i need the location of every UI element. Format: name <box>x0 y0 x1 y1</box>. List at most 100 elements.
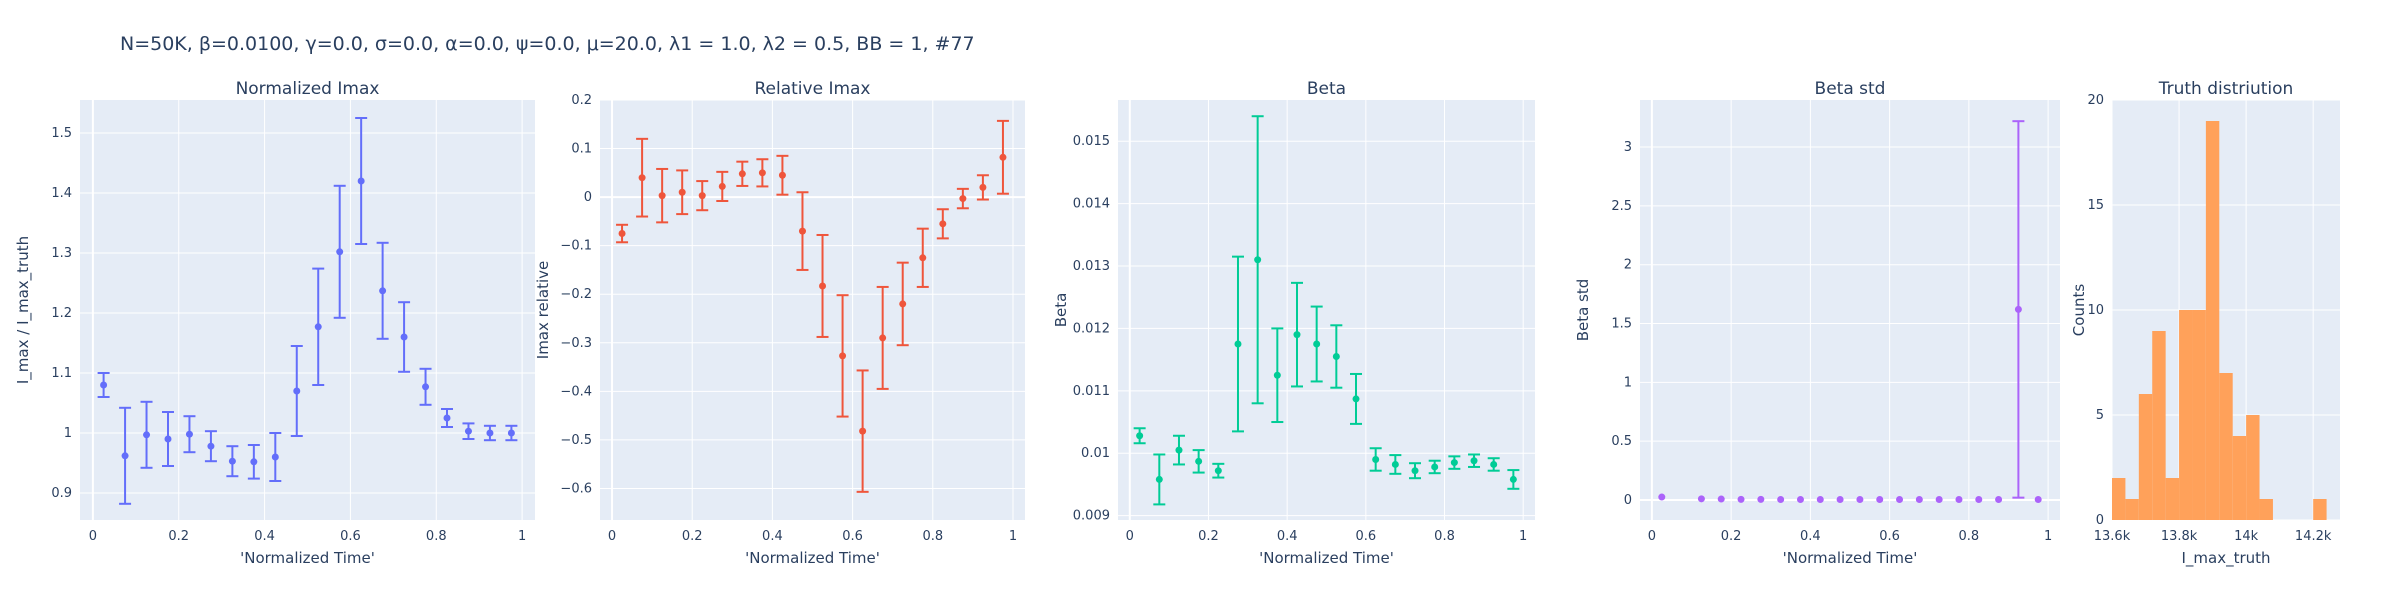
x-tick-label: 0.8 <box>1434 529 1455 544</box>
data-point <box>1509 475 1517 483</box>
subplot-title: Truth distriution <box>2158 79 2294 99</box>
x-tick-label: 0.4 <box>1800 529 1821 544</box>
data-point <box>164 435 172 443</box>
histogram-bar <box>2313 499 2327 520</box>
data-point <box>1313 340 1321 348</box>
x-tick-label: 0.4 <box>1277 529 1298 544</box>
data-point <box>1155 475 1163 483</box>
histogram-bar <box>2192 310 2206 520</box>
histogram-bar <box>2259 499 2273 520</box>
y-tick-label: 0 <box>2096 513 2104 528</box>
data-point <box>1975 496 1983 504</box>
data-point <box>979 183 987 191</box>
histogram-bar <box>2138 394 2153 520</box>
data-point <box>2014 305 2022 313</box>
x-tick-label: 0.6 <box>842 529 863 544</box>
data-point <box>1234 340 1242 348</box>
x-tick-label: 0.2 <box>1198 529 1219 544</box>
data-point <box>999 153 1007 161</box>
data-point <box>1697 495 1705 503</box>
y-tick-label: 0.2 <box>571 93 592 108</box>
y-tick-label: 0.9 <box>51 486 72 501</box>
y-tick-label: 0.009 <box>1073 509 1110 524</box>
y-tick-label: 1.1 <box>51 366 72 381</box>
histogram-bar <box>2125 499 2139 520</box>
data-point <box>143 431 151 439</box>
data-point <box>357 177 365 185</box>
x-axis-label: 'Normalized Time' <box>745 549 880 567</box>
data-point <box>879 334 887 342</box>
data-point <box>486 429 494 437</box>
data-point <box>1757 495 1765 503</box>
histogram-bar <box>2219 373 2233 520</box>
x-tick-label: 13.6k <box>2094 529 2131 544</box>
data-point <box>899 300 907 308</box>
data-point <box>778 171 786 179</box>
x-tick-label: 14.2k <box>2295 529 2332 544</box>
y-tick-label: 15 <box>2087 198 2104 213</box>
data-point <box>1254 256 1262 264</box>
x-axis-label: I_max_truth <box>2181 549 2270 568</box>
y-axis-label: Beta std <box>1574 279 1592 342</box>
data-point <box>336 248 344 256</box>
y-tick-label: 0 <box>1624 493 1632 508</box>
data-point <box>1195 457 1203 465</box>
subplot-1: −0.6 −0.5 −0.4 −0.3 −0.2 −0.1 0 0.1 0.2 0 0.2 0.4 0.… <box>534 79 1025 567</box>
y-tick-label: 0.012 <box>1073 321 1110 336</box>
data-point <box>1915 496 1923 504</box>
data-point <box>379 287 387 295</box>
y-tick-label: 0.015 <box>1073 134 1110 149</box>
y-tick-label: 1.4 <box>51 186 72 201</box>
x-tick-label: 0 <box>89 529 97 544</box>
x-tick-label: 0 <box>1126 529 1134 544</box>
data-point <box>1490 460 1498 468</box>
data-point <box>1293 331 1301 339</box>
y-tick-label: 1 <box>64 426 72 441</box>
data-point <box>1391 460 1399 468</box>
y-tick-label: 2 <box>1624 258 1632 273</box>
data-point <box>1352 395 1360 403</box>
data-point <box>185 430 193 438</box>
x-tick-label: 1 <box>518 529 526 544</box>
y-tick-label: −0.2 <box>560 287 592 302</box>
data-point <box>228 457 236 465</box>
y-tick-label: 0.013 <box>1073 259 1110 274</box>
subplot-title: Beta <box>1307 79 1346 99</box>
y-tick-label: −0.5 <box>560 433 592 448</box>
histogram-bar <box>2179 310 2193 520</box>
subplot-title: Beta std <box>1815 79 1886 99</box>
x-tick-label: 14k <box>2234 529 2259 544</box>
data-point <box>1273 371 1281 379</box>
plot-background <box>80 100 535 520</box>
data-point <box>1856 496 1864 504</box>
data-point <box>678 188 686 196</box>
data-point <box>1372 455 1380 463</box>
data-point <box>422 383 430 391</box>
x-tick-label: 0.6 <box>340 529 361 544</box>
x-axis-label: 'Normalized Time' <box>1259 549 1394 567</box>
data-point <box>1175 446 1183 454</box>
y-tick-label: 2.5 <box>1611 199 1632 214</box>
plot-background <box>1640 100 2060 520</box>
x-tick-label: 0.4 <box>254 529 275 544</box>
subplot-title: Relative Imax <box>754 79 870 99</box>
data-point <box>1470 457 1478 465</box>
x-tick-label: 0.2 <box>168 529 189 544</box>
data-point <box>839 352 847 360</box>
y-tick-label: 10 <box>2087 303 2104 318</box>
x-tick-label: 0.4 <box>762 529 783 544</box>
data-point <box>1411 467 1419 475</box>
data-point <box>919 254 927 262</box>
x-tick-label: 1 <box>1519 529 1527 544</box>
data-point <box>1737 495 1745 503</box>
data-point <box>718 182 726 190</box>
data-point <box>1796 496 1804 504</box>
x-tick-label: 0 <box>1648 529 1656 544</box>
y-tick-label: 0.011 <box>1073 384 1110 399</box>
data-point <box>1836 496 1844 504</box>
x-tick-label: 0.2 <box>682 529 703 544</box>
y-tick-label: 20 <box>2087 93 2104 108</box>
data-point <box>507 429 515 437</box>
y-tick-label: 0.5 <box>1611 434 1632 449</box>
y-tick-label: −0.6 <box>560 481 592 496</box>
